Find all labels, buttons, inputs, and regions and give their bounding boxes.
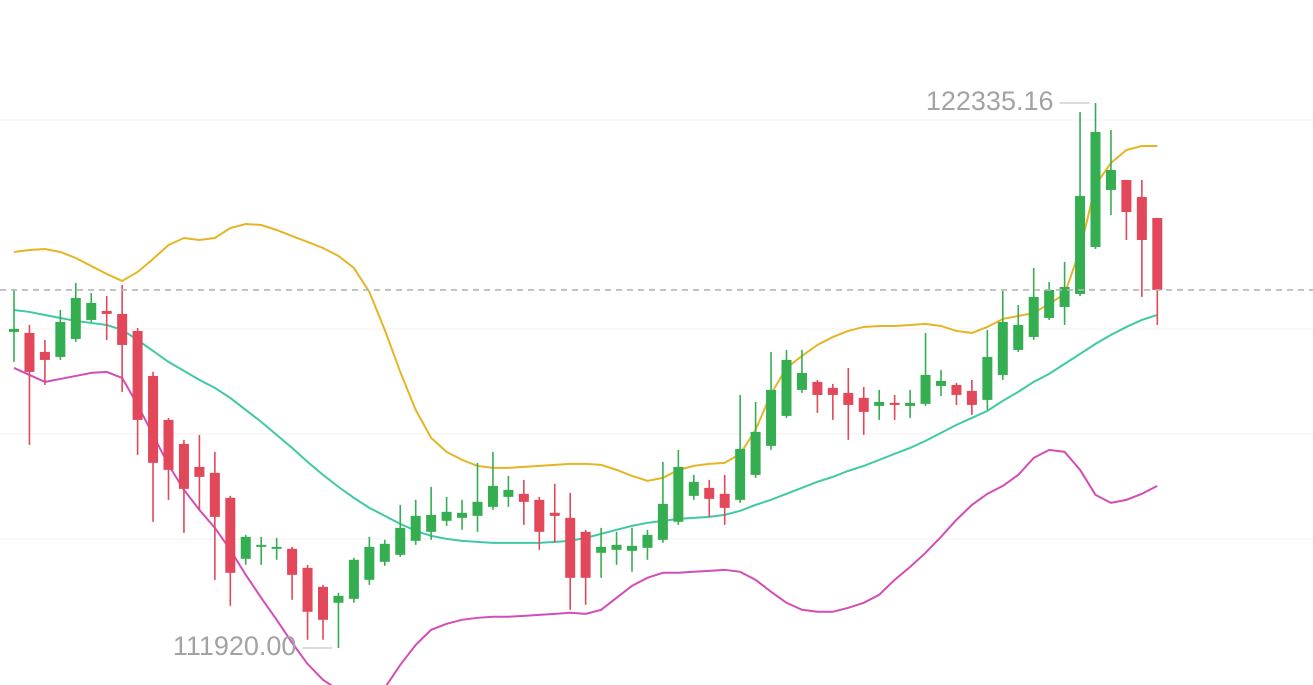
band-line [13,145,1158,482]
candle-body [889,402,900,405]
candle-body [256,544,267,547]
candle-body [209,472,220,517]
candle-body [1059,286,1070,307]
candle-body [86,302,97,320]
candle-body [426,514,437,532]
candle-body [1121,179,1132,212]
candle-body [580,531,591,578]
candle-body [827,387,838,395]
candle-body [966,390,977,405]
candle-body [750,431,761,475]
candle-body [781,359,792,416]
candle-body [905,402,916,406]
candle-body [735,448,746,500]
candle-body [348,559,359,599]
candle-body [318,586,328,620]
candle-body [1136,196,1147,240]
candle-body [951,384,962,395]
candle-body [766,389,777,446]
candle-body [565,517,576,578]
candle-body [225,497,236,573]
candle-body [240,536,251,559]
candle-body [812,381,823,395]
candle-body [441,511,452,521]
candle-body [1075,195,1086,294]
candle-body [920,374,931,404]
candle-body [39,351,50,360]
candle-body [379,543,390,562]
candle-body [1013,324,1024,350]
candle-body [9,328,19,332]
candle-body [518,493,529,502]
candle-body [874,401,885,406]
candle-body [534,499,545,532]
candle-body [657,503,668,540]
candle-body [302,567,313,612]
candle-body [1090,131,1101,247]
candle-body [163,419,174,470]
candle-body [472,501,483,516]
candle-body [70,297,81,339]
candle-body [673,466,684,522]
candle-body [395,527,406,555]
candle-body [858,397,869,412]
candle-body [549,512,560,516]
candle-body [688,481,699,496]
candle-body [410,515,421,541]
candle-body [148,375,159,463]
candle-body [704,487,715,499]
candle-body [287,548,298,575]
candle-body [796,372,807,390]
candle-body [194,466,205,477]
candle-body [627,545,637,551]
candle-body [719,493,730,508]
candle-body [364,546,375,580]
candle-body [982,356,993,400]
candle-body [132,330,143,420]
candle-body [642,534,653,548]
annotation-label: 122335.16 [926,86,1054,116]
candle-body [611,544,622,550]
candle-body [55,321,66,357]
candle-body [843,392,854,405]
candle-body [1044,289,1055,318]
annotation-label: 111920.00 [173,631,297,661]
band-line [13,308,1158,544]
candle-body [101,310,112,314]
candle-body [936,380,946,386]
candle-body [1152,218,1163,290]
candle-body [178,443,189,489]
candle-body [457,512,468,518]
candle-body [503,489,514,497]
candles [0,102,1313,649]
candle-body [596,546,607,553]
candle-body [271,546,282,549]
candle-body [24,332,35,372]
band-line [13,367,1158,685]
candle-body [487,485,498,507]
candle-body [997,321,1008,375]
candle-body [333,595,344,603]
grid [0,119,1313,540]
candle-body [1028,296,1039,337]
candle-body [1105,169,1116,190]
candle-body [117,313,128,345]
annotations: 122335.16 111920.00 [173,86,1090,661]
